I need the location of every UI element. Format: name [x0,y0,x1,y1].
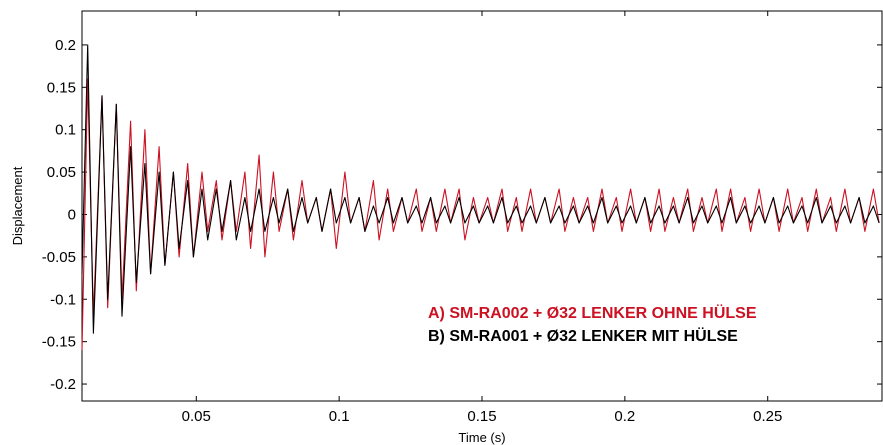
x-axis-label: Time (s) [458,430,505,445]
x-tick-label: 0.2 [614,408,635,425]
x-tick-label: 0.15 [467,408,496,425]
y-tick-label: -0.1 [50,291,76,308]
legend-entry-b: B) SM-RA001 + Ø32 LENKER MIT HÜLSE [428,326,738,345]
y-tick-label: -0.15 [42,334,76,351]
x-tick-label: 0.05 [182,408,211,425]
y-tick-label: -0.05 [42,249,76,266]
plot-area-border [81,10,883,402]
x-axis: 0.05 0.1 0.15 0.2 0.25 [182,11,782,425]
y-axis: 0.2 0.15 0.1 0.05 0 -0.05 -0.1 -0.15 -0.2 [42,37,882,393]
legend-entry-a: A) SM-RA002 + Ø32 LENKER OHNE HÜLSE [428,303,757,322]
y-tick-label: 0.05 [47,164,76,181]
y-tick-label: -0.2 [50,376,76,393]
y-tick-label: 0.2 [55,37,76,54]
x-tick-label: 0.1 [329,408,350,425]
y-tick-label: 0.1 [55,122,76,139]
y-tick-label: 0.15 [47,79,76,96]
series-b-line [81,44,880,334]
series-layer [81,44,880,351]
x-tick-label: 0.25 [753,408,782,425]
y-tick-label: 0 [68,206,76,223]
y-axis-label: Displacement [10,166,25,245]
legend: A) SM-RA002 + Ø32 LENKER OHNE HÜLSE B) S… [428,303,757,345]
